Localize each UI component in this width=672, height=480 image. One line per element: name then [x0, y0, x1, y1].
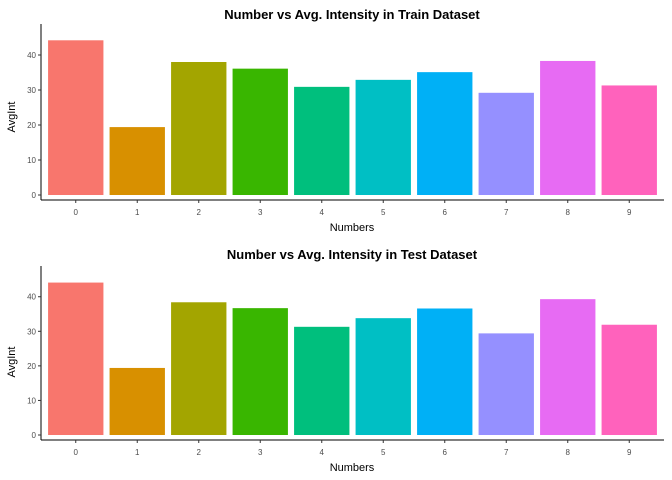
bar-9 [601, 85, 657, 195]
x-tick-label: 5 [381, 208, 386, 217]
bar-3 [232, 308, 288, 435]
y-tick-label: 40 [27, 293, 36, 302]
x-tick-label: 9 [627, 208, 632, 217]
x-tick-label: 6 [443, 448, 448, 457]
x-tick-label: 0 [74, 208, 79, 217]
x-axis-label: Numbers [329, 462, 375, 474]
x-tick-label: 1 [135, 448, 140, 457]
train-chart-panel: Number vs Avg. Intensity in Train Datase… [6, 7, 664, 234]
bar-0 [48, 40, 104, 195]
x-tick-label: 7 [504, 448, 509, 457]
bar-2 [171, 302, 227, 435]
x-tick-label: 2 [197, 208, 202, 217]
bar-2 [171, 62, 227, 195]
y-tick-label: 30 [27, 86, 36, 95]
bar-8 [540, 299, 596, 435]
x-tick-label: 4 [320, 208, 325, 217]
y-tick-label: 10 [27, 396, 36, 405]
x-tick-label: 7 [504, 208, 509, 217]
y-tick-label: 20 [27, 121, 36, 130]
y-tick-label: 30 [27, 327, 36, 336]
y-tick-label: 0 [32, 191, 37, 200]
bar-0 [48, 282, 104, 435]
bar-5 [355, 79, 411, 195]
bar-6 [417, 72, 473, 195]
y-tick-label: 40 [27, 51, 36, 60]
bar-4 [294, 326, 350, 435]
test-chart-panel: Number vs Avg. Intensity in Test Dataset… [0, 240, 672, 480]
bar-1 [109, 127, 165, 195]
test-chart-plot: 0 10 20 30 40 0 1 2 3 4 5 6 7 8 9 [27, 266, 664, 457]
x-tick-label: 8 [566, 448, 571, 457]
y-tick-label: 0 [32, 431, 37, 440]
x-tick-label: 1 [135, 208, 140, 217]
x-tick-label: 0 [74, 448, 79, 457]
x-tick-label: 6 [443, 208, 448, 217]
train-chart-plot: 0 10 20 30 40 0 1 2 3 4 5 6 7 8 9 [27, 24, 664, 217]
bar-7 [478, 92, 534, 195]
bar-7 [478, 333, 534, 435]
x-tick-label: 9 [627, 448, 632, 457]
bar-6 [417, 308, 473, 435]
x-tick-label: 3 [258, 208, 263, 217]
bar-1 [109, 367, 165, 435]
chart-title: Number vs Avg. Intensity in Train Datase… [224, 7, 480, 22]
x-axis-label: Numbers [329, 222, 375, 234]
bar-5 [355, 318, 411, 435]
bar-4 [294, 86, 350, 195]
x-tick-label: 5 [381, 448, 386, 457]
bar-3 [232, 68, 288, 195]
x-tick-label: 3 [258, 448, 263, 457]
x-tick-label: 4 [320, 448, 325, 457]
chart-title: Number vs Avg. Intensity in Test Dataset [226, 247, 478, 262]
bar-9 [601, 324, 657, 435]
x-tick-label: 8 [566, 208, 571, 217]
bar-8 [540, 60, 596, 196]
x-tick-label: 2 [197, 448, 202, 457]
y-tick-label: 20 [27, 362, 36, 371]
y-tick-label: 10 [27, 156, 36, 165]
